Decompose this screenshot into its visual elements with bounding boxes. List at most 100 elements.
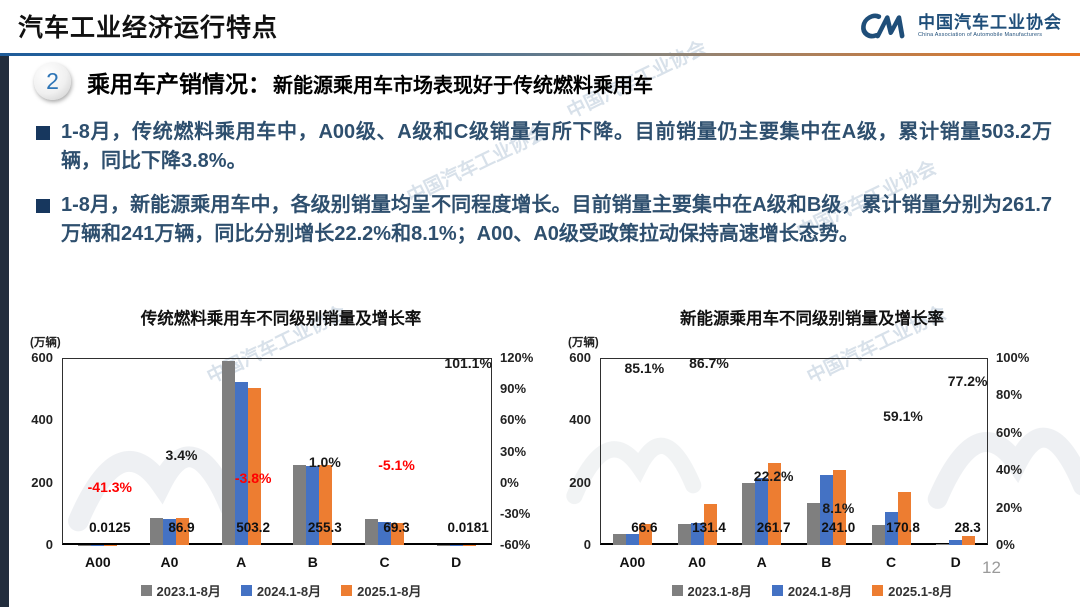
bar-2024.1-8月	[625, 533, 639, 545]
category-label: A0	[160, 554, 179, 570]
category-label: C	[379, 554, 390, 570]
bar-2025.1-8月	[962, 536, 976, 545]
category-label: D	[950, 554, 961, 570]
y-axis-tick-left: 0	[583, 537, 591, 552]
bar-2025.1-8月	[176, 517, 189, 545]
growth-label: 8.1%	[822, 500, 855, 516]
y-axis-tick-left: 400	[31, 412, 53, 428]
bar-2023.1-8月	[936, 543, 950, 545]
legend-label: 2025.1-8月	[357, 584, 422, 599]
y-axis-tick-left: 600	[569, 350, 591, 365]
y-axis-tick-right: -60%	[500, 537, 531, 552]
y-axis-tick-left: 200	[31, 474, 53, 490]
logo-name-cn: 中国汽车工业协会	[918, 12, 1062, 32]
value-label: 131.4	[692, 520, 726, 535]
y-axis-tick-right: 0%	[500, 474, 519, 490]
logo-name-en: China Association of Automobile Manufact…	[918, 32, 1043, 39]
legend-label: 2023.1-8月	[156, 584, 221, 599]
org-logo: 中国汽车工业协会 China Association of Automobile…	[858, 9, 1062, 43]
legend-item: 2023.1-8月	[671, 581, 752, 600]
legend-swatch-icon	[771, 585, 783, 596]
header-divider	[0, 53, 1080, 56]
y-axis-tick-left: 0	[45, 537, 53, 552]
value-label: 66.6	[631, 520, 658, 535]
chart-legend: 2023.1-8月 2024.1-8月 2025.1-8月	[552, 581, 1072, 600]
bullet-item: 1-8月，新能源乘用车中，各级别销量均呈不同程度增长。目前销量主要集中在A级和B…	[36, 191, 1052, 249]
bar-2024.1-8月	[163, 518, 176, 545]
growth-label: -5.1%	[378, 457, 415, 473]
chart-title: 新能源乘用车不同级别销量及增长率	[680, 310, 944, 328]
growth-label: 3.4%	[165, 447, 198, 463]
value-label: 0.0181	[447, 520, 489, 535]
bar-2025.1-8月	[832, 469, 846, 545]
axis-unit-label: (万辆)	[568, 337, 599, 349]
legend-item: 2024.1-8月	[771, 581, 852, 600]
value-label: 261.7	[756, 520, 791, 535]
bar-2025.1-8月	[703, 504, 717, 545]
chart-traditional-fuel: 传统燃料乘用车不同级别销量及增长率 (万辆) 600 400 200 0 120% 90% 60…	[26, 300, 536, 607]
growth-label: 77.2%	[947, 373, 988, 389]
category-label: B	[307, 554, 318, 570]
bar-2024.1-8月	[949, 540, 963, 545]
legend-swatch-icon	[671, 585, 683, 596]
value-label: 69.3	[383, 520, 410, 535]
section-header: 2 乘用车产销情况： 新能源乘用车市场表现好于传统燃料乘用车	[34, 63, 653, 100]
legend-swatch-icon	[341, 585, 353, 596]
y-axis-tick-right: 30%	[500, 443, 527, 459]
section-number-badge: 2	[34, 63, 71, 100]
category-label: A	[236, 554, 247, 570]
bullet-marker-icon	[36, 199, 50, 213]
bar-2025.1-8月	[247, 388, 261, 545]
legend-item: 2025.1-8月	[872, 581, 952, 600]
value-label: 170.8	[886, 520, 920, 535]
bar-2025.1-8月	[897, 491, 911, 545]
chart-new-energy: 新能源乘用车不同级别销量及增长率 (万辆) 600 400 200 0 100% 80% 60%…	[552, 300, 1072, 607]
bar-2024.1-8月	[378, 522, 391, 545]
bar-2023.1-8月	[293, 464, 307, 545]
page-number: 12	[982, 558, 1001, 577]
value-label: 503.2	[236, 520, 271, 535]
bar-2025.1-8月	[319, 465, 333, 545]
y-axis-tick-right: 80%	[996, 387, 1023, 403]
y-axis-tick-left: 600	[31, 350, 53, 365]
bullet-list: 1-8月，传统燃料乘用车中，A00级、A级和C级销量有所下降。目前销量仍主要集中…	[36, 118, 1052, 264]
growth-label: -3.8%	[234, 470, 272, 486]
chart-title: 传统燃料乘用车不同级别销量及增长率	[140, 310, 422, 328]
bullet-text: 1-8月，新能源乘用车中，各级别销量均呈不同程度增长。目前销量主要集中在A级和B…	[61, 194, 1052, 245]
bar-2024.1-8月	[306, 466, 320, 545]
bar-2023.1-8月	[871, 525, 885, 545]
bullet-text: 1-8月，传统燃料乘用车中，A00级、A级和C级销量有所下降。目前销量仍主要集中…	[61, 121, 1052, 172]
growth-label: 86.7%	[689, 355, 729, 371]
bar-2023.1-8月	[150, 518, 163, 545]
bullet-item: 1-8月，传统燃料乘用车中，A00级、A级和C级销量有所下降。目前销量仍主要集中…	[36, 118, 1052, 176]
bar-2024.1-8月	[234, 381, 248, 545]
legend-item: 2023.1-8月	[140, 581, 221, 600]
bar-2023.1-8月	[221, 361, 235, 545]
legend-item: 2024.1-8月	[240, 581, 322, 600]
category-label: A	[756, 554, 767, 570]
section-subtitle: 新能源乘用车市场表现好于传统燃料乘用车	[273, 74, 653, 97]
growth-label: -41.3%	[87, 479, 132, 495]
bar-2023.1-8月	[806, 502, 820, 545]
caam-logo-icon	[861, 13, 905, 39]
legend-label: 2025.1-8月	[888, 584, 953, 599]
y-axis-tick-left: 200	[569, 474, 591, 490]
bar-2025.1-8月	[638, 524, 652, 545]
legend-label: 2024.1-8月	[256, 584, 322, 599]
page-title: 汽车工业经济运行特点	[18, 14, 279, 42]
y-axis-tick-right: 120%	[500, 350, 534, 365]
bullet-marker-icon	[36, 126, 50, 140]
y-axis-tick-left: 400	[569, 412, 591, 428]
bar-2024.1-8月	[755, 478, 769, 545]
category-label: A00	[619, 554, 646, 570]
y-axis-tick-right: 60%	[996, 424, 1023, 440]
axis-unit-label: (万辆)	[30, 337, 61, 349]
category-label: D	[451, 554, 462, 570]
plot-area	[62, 358, 492, 545]
y-axis-tick-right: 40%	[996, 462, 1023, 478]
value-label: 241.0	[821, 520, 856, 535]
bar-2024.1-8月	[819, 475, 833, 545]
bar-2023.1-8月	[365, 519, 378, 545]
bar-2025.1-8月	[391, 523, 404, 545]
category-label: A00	[84, 554, 111, 570]
